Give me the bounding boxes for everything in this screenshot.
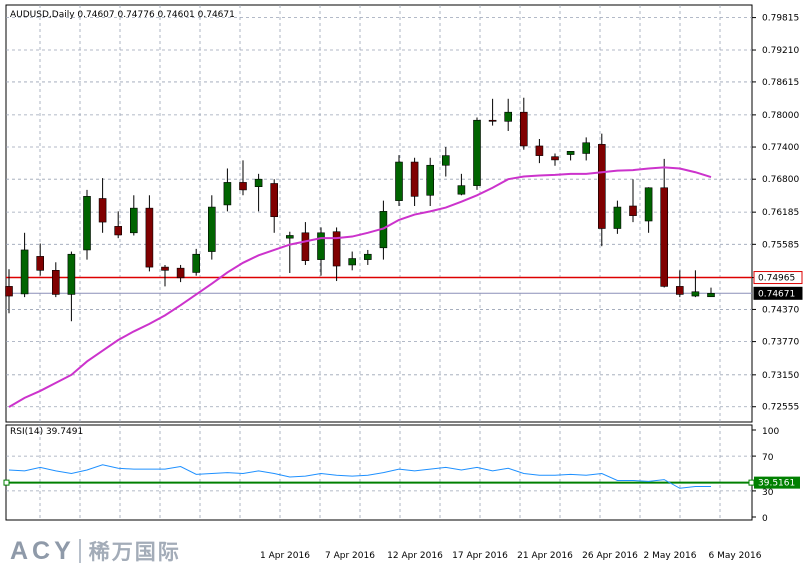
bull-candle [441,155,450,166]
price-tick-label: 0.76185 [762,208,799,218]
price-panel-frame [5,4,753,423]
rsi-tick-label: 70 [762,453,774,463]
bull-candle [395,161,403,201]
bear-candle [629,205,637,216]
rsi-label: RSI(14) 39.7491 [10,427,83,437]
acy-logo: ACY [10,536,75,565]
x-tick-label: 2 May 2016 [644,551,697,561]
price-tick-label: 0.73770 [762,338,799,348]
x-tick-label: 17 Apr 2016 [452,551,508,561]
price-tick-label: 0.77400 [762,143,799,153]
bear-candle [519,111,528,147]
bull-candle [644,187,653,222]
rsi-level-box [754,476,800,489]
x-tick-label: 7 Apr 2016 [325,551,375,561]
rsi-level-handle-left [3,479,10,486]
price-tick-label: 0.78000 [762,111,799,121]
bull-candle [20,249,29,295]
x-tick-label: 6 May 2016 [709,551,762,561]
price-tick-label: 0.72555 [762,403,799,413]
x-tick-label: 12 Apr 2016 [387,551,443,561]
bear-candle [114,226,122,236]
rsi-tick-label: 0 [762,514,768,524]
bull-candle [363,253,372,260]
bull-candle [473,119,481,186]
x-tick-label: 26 Apr 2016 [582,551,638,561]
bull-candle [67,253,76,295]
chart-header: AUDUSD,Daily 0.74607 0.74776 0.74601 0.7… [10,10,235,20]
bear-candle [410,161,419,197]
bear-candle [597,144,606,229]
last-price-price-label: 0.74671 [758,289,795,299]
bear-candle [551,156,559,161]
bear-candle [675,286,684,295]
rsi-tick-label: 30 [762,488,774,498]
rsi-tick-label: 100 [762,427,779,437]
bull-candle [426,164,435,196]
price-tick-label: 0.76800 [762,175,799,185]
bull-candle [582,142,591,154]
bull-candle [691,291,700,297]
bull-candle [348,258,357,266]
bull-candle [457,185,466,195]
x-tick-label: 1 Apr 2016 [260,551,310,561]
resistance-price-box [753,271,803,285]
bear-candle [36,256,45,271]
bull-candle [83,196,91,251]
bear-candle [660,187,669,287]
bull-candle [130,207,138,234]
bear-candle [301,232,310,261]
bear-candle [239,182,247,191]
bear-candle [270,183,279,218]
bear-candle [332,231,341,267]
bull-candle [208,206,216,252]
rsi-level-handle-right [748,479,755,486]
bull-candle [707,293,715,298]
x-tick-label: 21 Apr 2016 [517,551,573,561]
bear-candle [5,286,13,297]
price-tick-label: 0.79815 [762,14,799,24]
price-tick-label: 0.74370 [762,305,799,315]
moving-average-line [8,166,712,408]
bear-candle [145,207,154,268]
last-price-price-box [753,286,803,300]
bear-candle [161,266,169,271]
bull-candle [285,235,294,239]
bull-candle [254,178,263,188]
watermark: ACY 稀万国际 [10,536,181,566]
bull-candle [317,232,325,260]
price-tick-label: 0.78615 [762,78,799,88]
bull-candle [192,253,200,273]
price-tick-label: 0.73150 [762,371,799,381]
bear-candle [535,145,544,156]
bear-candle [176,267,185,279]
bull-candle [504,111,513,122]
bear-candle [98,198,107,223]
price-tick-label: 0.75585 [762,240,799,250]
bull-candle [613,206,622,229]
rsi-line [8,464,711,489]
watermark-chinese-name: 稀万国际 [88,541,181,564]
resistance-price-label: 0.74965 [758,274,795,284]
watermark-separator [78,539,81,563]
bull-candle [223,182,232,206]
price-tick-label: 0.79210 [762,46,799,56]
rsi-level-label: 39.5161 [758,479,795,489]
bear-candle [51,270,60,295]
bull-candle [566,151,575,155]
bear-candle [488,119,497,122]
